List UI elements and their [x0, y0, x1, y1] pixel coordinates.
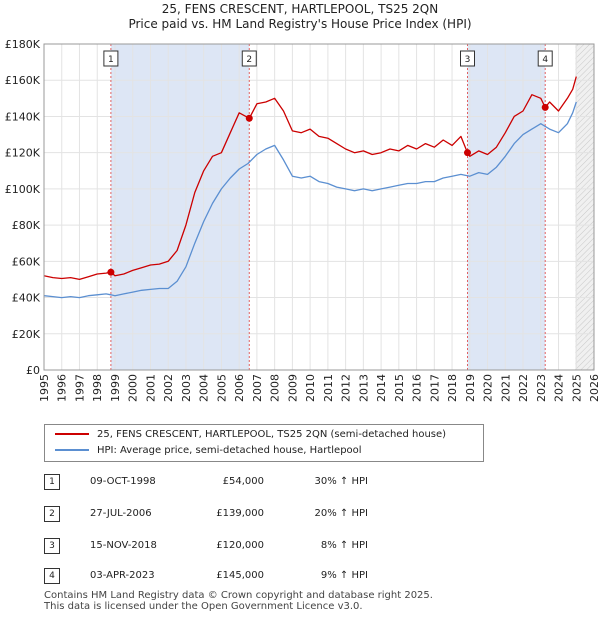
y-tick-label: £140K	[5, 110, 41, 123]
x-tick-label: 1999	[109, 374, 122, 402]
y-tick-label: £20K	[12, 328, 41, 341]
forecast-hatch	[575, 44, 594, 370]
sale-number-label: 2	[246, 55, 252, 65]
y-tick-label: £80K	[12, 219, 41, 232]
x-tick-label: 2025	[570, 374, 583, 402]
x-tick-label: 2016	[411, 374, 424, 402]
x-tick-label: 1997	[73, 374, 86, 402]
x-tick-label: 2005	[215, 374, 228, 402]
ownership-shade	[110, 44, 250, 370]
x-tick-label: 2021	[499, 374, 512, 402]
footer-licence: This data is licensed under the Open Gov…	[44, 601, 363, 612]
sale-point	[245, 114, 253, 122]
sale-number-box	[537, 50, 553, 67]
hpi-line	[43, 101, 577, 299]
x-tick-label: 2002	[162, 374, 175, 402]
x-tick-label: 2026	[588, 374, 600, 402]
y-tick-label: £180K	[5, 38, 41, 51]
legend-swatch-hpi	[55, 449, 89, 451]
x-tick-label: 2013	[357, 374, 370, 402]
sale-number-badge: 4	[44, 568, 60, 584]
sale-date: 27-JUL-2006	[90, 508, 152, 519]
x-tick-label: 2017	[428, 374, 441, 402]
sale-point	[464, 149, 471, 157]
y-tick-label: £60K	[12, 255, 41, 268]
x-tick-label: 1998	[91, 374, 104, 402]
sale-date: 15-NOV-2018	[90, 540, 157, 551]
x-tick-label: 2018	[446, 374, 459, 402]
sale-number-box	[460, 50, 475, 67]
sale-hpi-diff: 20% ↑ HPI	[314, 508, 368, 519]
price-paid-line	[43, 76, 577, 281]
x-tick-label: 2014	[375, 374, 388, 402]
sale-date: 03-APR-2023	[90, 570, 155, 581]
sale-hpi-diff: 8% ↑ HPI	[320, 540, 368, 551]
footer-copyright: Contains HM Land Registry data © Crown c…	[44, 590, 433, 601]
y-tick-label: £160K	[5, 74, 41, 87]
x-tick-label: 2020	[482, 374, 495, 402]
y-tick-label: £40K	[12, 292, 41, 305]
x-tick-label: 2000	[127, 374, 140, 402]
x-tick-label: 2004	[198, 374, 211, 402]
ownership-shade	[467, 44, 546, 370]
x-tick-label: 1995	[38, 374, 51, 402]
table-row: 4 03-APR-2023 £145,000 9% ↑ HPI	[44, 568, 444, 586]
chart-title-line1: 25, FENS CRESCENT, HARTLEPOOL, TS25 2QN	[161, 2, 439, 16]
x-tick-label: 2008	[269, 374, 282, 402]
table-row: 1 09-OCT-1998 £54,000 30% ↑ HPI	[44, 474, 444, 492]
y-tick-label: £120K	[5, 147, 41, 160]
x-tick-label: 2006	[233, 374, 246, 402]
x-tick-label: 2007	[251, 374, 264, 402]
sale-point	[541, 103, 549, 111]
sale-hpi-diff: 9% ↑ HPI	[320, 570, 368, 581]
sale-number-badge: 2	[44, 506, 60, 522]
sale-date: 09-OCT-1998	[90, 476, 156, 487]
sale-hpi-diff: 30% ↑ HPI	[314, 476, 368, 487]
legend-item-hpi: HPI: Average price, semi-detached house,…	[55, 444, 362, 458]
sale-number-box	[241, 50, 257, 67]
x-tick-label: 2024	[553, 374, 566, 402]
chart-title-line2: Price paid vs. HM Land Registry's House …	[128, 17, 472, 31]
x-tick-label: 2015	[393, 374, 406, 402]
plot-border	[43, 43, 595, 371]
sale-number-label: 1	[108, 55, 114, 65]
x-tick-label: 2022	[517, 374, 530, 402]
x-tick-label: 2023	[535, 374, 548, 402]
chart-legend: 25, FENS CRESCENT, HARTLEPOOL, TS25 2QN …	[44, 424, 484, 462]
sale-number-box	[103, 50, 119, 67]
table-row: 2 27-JUL-2006 £139,000 20% ↑ HPI	[44, 506, 444, 524]
price-chart: 1 2 3 4 £0 £20K £40K £60K £80K £100K £120K £140K £16…	[5, 38, 600, 402]
x-tick-label: 2003	[180, 374, 193, 402]
sale-price: £120,000	[216, 540, 264, 551]
x-tick-label: 2012	[340, 374, 353, 402]
table-row: 3 15-NOV-2018 £120,000 8% ↑ HPI	[44, 538, 444, 556]
legend-label-price: 25, FENS CRESCENT, HARTLEPOOL, TS25 2QN …	[97, 429, 447, 440]
sale-number-label: 3	[465, 55, 471, 65]
legend-item-price: 25, FENS CRESCENT, HARTLEPOOL, TS25 2QN …	[55, 428, 446, 442]
x-tick-label: 2019	[464, 374, 477, 402]
sale-price: £139,000	[216, 508, 264, 519]
x-tick-label: 2009	[286, 374, 299, 402]
footer-note: Contains HM Land Registry data © Crown c…	[44, 590, 433, 612]
sale-point	[107, 268, 115, 276]
sale-number-badge: 1	[44, 474, 60, 490]
y-tick-label: £0	[26, 364, 40, 377]
y-tick-label: £100K	[5, 183, 41, 196]
x-tick-label: 1996	[56, 374, 69, 402]
sale-price: £145,000	[216, 570, 264, 581]
sale-number-label: 4	[542, 55, 548, 65]
legend-label-hpi: HPI: Average price, semi-detached house,…	[97, 445, 362, 456]
x-tick-label: 2001	[144, 374, 157, 402]
sale-number-badge: 3	[44, 538, 60, 554]
sale-price: £54,000	[222, 476, 264, 487]
legend-swatch-price	[55, 433, 89, 435]
x-tick-label: 2010	[304, 374, 317, 402]
x-tick-label: 2011	[322, 374, 335, 402]
